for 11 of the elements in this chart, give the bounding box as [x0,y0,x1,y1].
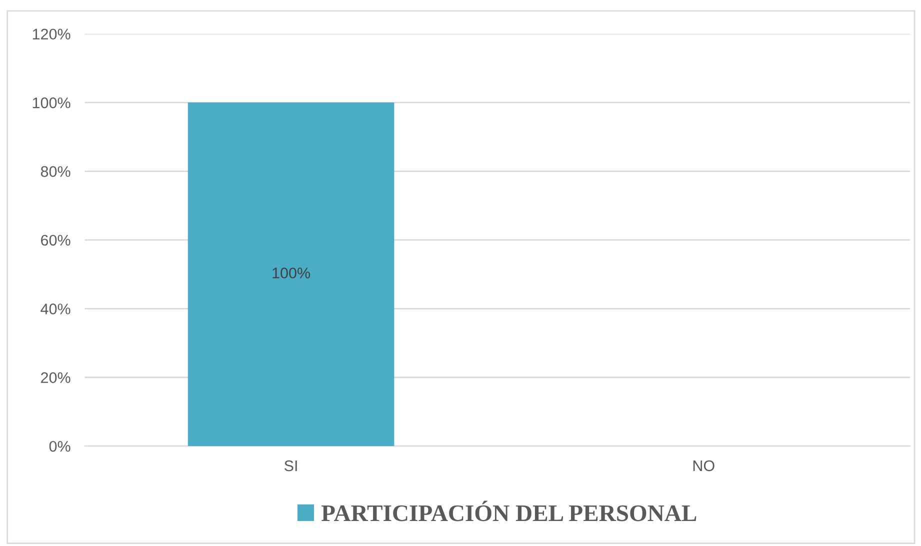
y-tick-label: 20% [41,372,70,384]
legend-label: PARTICIPACIÓN DEL PERSONAL [321,500,696,522]
y-tick-label: 0% [49,440,70,452]
x-tick-label: NO [693,460,714,472]
x-tick-label: SI [284,460,297,472]
data-label: 100% [272,268,310,278]
y-tick-label: 120% [32,28,70,40]
y-tick-label: 40% [40,304,70,314]
y-tick-label: 100% [32,97,70,108]
y-tick-label: 60% [41,234,70,246]
y-tick-label: 80% [40,166,70,177]
